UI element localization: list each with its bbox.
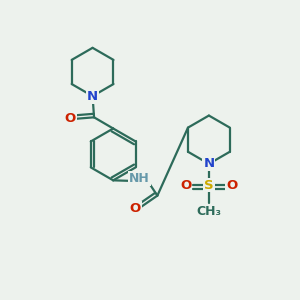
- Text: N: N: [203, 157, 214, 170]
- Text: CH₃: CH₃: [196, 205, 221, 218]
- Text: O: O: [226, 178, 238, 191]
- Text: S: S: [204, 178, 214, 191]
- Text: O: O: [180, 178, 191, 191]
- Text: NH: NH: [129, 172, 150, 185]
- Text: N: N: [87, 90, 98, 103]
- Text: O: O: [130, 202, 141, 215]
- Text: O: O: [65, 112, 76, 125]
